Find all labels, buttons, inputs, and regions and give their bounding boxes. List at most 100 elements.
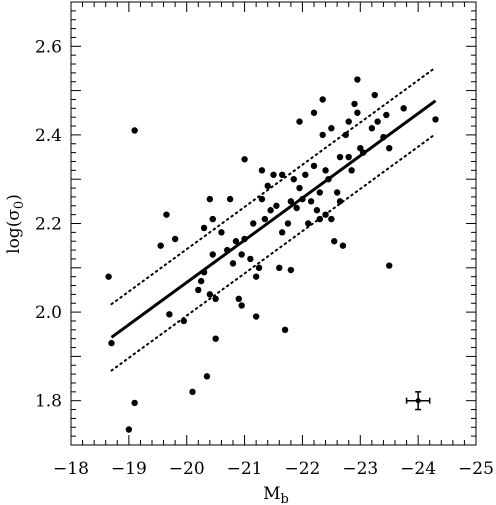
data-point <box>400 105 407 112</box>
data-point <box>331 238 338 245</box>
data-point <box>307 198 315 205</box>
data-point <box>278 171 286 178</box>
data-point <box>166 311 173 318</box>
data-point <box>180 317 188 325</box>
data-point <box>238 302 245 309</box>
data-point <box>270 171 277 178</box>
data-point <box>171 235 179 243</box>
data-point <box>354 109 361 116</box>
lower-bound-line <box>110 133 437 372</box>
data-point <box>293 204 300 212</box>
data-point <box>273 202 280 209</box>
data-point <box>232 238 240 245</box>
error-bar-marker <box>405 391 431 411</box>
data-point <box>276 264 283 271</box>
data-point <box>125 426 133 433</box>
data-point <box>319 96 326 103</box>
data-point <box>226 195 234 203</box>
data-point <box>299 195 306 203</box>
data-point <box>241 156 248 163</box>
data-point <box>252 313 260 320</box>
data-point <box>287 198 295 205</box>
data-point <box>195 286 202 294</box>
y-tick-label: 2.4 <box>35 126 62 146</box>
data-point <box>296 184 303 192</box>
x-axis-label: Mb <box>263 484 289 505</box>
data-point <box>163 211 170 218</box>
data-point <box>206 291 214 298</box>
upper-bound-line <box>110 66 437 306</box>
data-point <box>319 131 326 139</box>
data-point <box>281 326 289 334</box>
data-point <box>333 189 341 196</box>
data-point <box>267 207 274 214</box>
data-point <box>241 235 248 243</box>
data-point <box>383 111 390 119</box>
data-point <box>336 153 344 161</box>
tick-labels: −18 −19 −20 −21 −22 −23 −24 −25 1.8 2.0 2.2 2.4 2.6 <box>35 37 494 479</box>
data-point <box>374 118 381 125</box>
data-point <box>316 215 323 223</box>
data-point <box>255 264 263 271</box>
data-point <box>339 242 347 249</box>
data-point <box>105 273 112 280</box>
data-point <box>229 260 237 267</box>
data-point <box>212 295 219 303</box>
data-point <box>310 162 318 170</box>
data-point <box>258 167 266 174</box>
x-tick-label: −18 <box>53 459 89 479</box>
data-point <box>284 220 292 227</box>
data-point <box>322 211 329 218</box>
x-tick-label: −25 <box>458 459 494 479</box>
y-tick-label: 2.0 <box>35 303 62 323</box>
data-point <box>432 116 439 123</box>
data-point <box>368 125 376 132</box>
data-point <box>258 195 266 203</box>
data-point <box>108 339 115 347</box>
data-point <box>336 198 344 205</box>
data-point <box>209 215 216 223</box>
data-point <box>316 189 323 196</box>
data-point <box>371 91 378 99</box>
data-point <box>218 229 225 236</box>
error-bar-point <box>415 398 421 404</box>
data-point <box>345 118 352 125</box>
data-point <box>305 220 312 227</box>
data-point <box>203 373 211 380</box>
data-point <box>200 224 208 232</box>
data-points <box>105 76 439 433</box>
data-point <box>252 273 260 280</box>
data-point <box>261 215 269 223</box>
axis-ticks <box>70 1 477 446</box>
fit-line <box>110 99 437 339</box>
data-point <box>302 171 309 178</box>
data-point <box>310 109 318 116</box>
y-tick-label: 1.8 <box>35 392 62 412</box>
data-point <box>328 215 335 223</box>
data-point <box>345 153 352 161</box>
data-point <box>131 399 138 407</box>
data-point <box>386 262 393 269</box>
x-tick-label: −21 <box>227 459 263 479</box>
data-point <box>290 176 297 183</box>
data-point <box>131 127 138 134</box>
x-tick-label: −19 <box>111 459 147 479</box>
data-point <box>212 335 219 342</box>
data-point <box>238 251 245 258</box>
data-point <box>209 251 216 258</box>
data-point <box>250 220 257 227</box>
data-point <box>313 207 321 214</box>
data-point <box>235 295 242 303</box>
data-point <box>354 76 361 83</box>
data-point <box>157 242 164 249</box>
plot-frame <box>70 1 477 446</box>
y-tick-label: 2.6 <box>35 37 62 57</box>
data-point <box>206 195 214 203</box>
data-point <box>247 255 254 263</box>
data-point <box>278 229 286 236</box>
data-point <box>264 182 271 190</box>
data-point <box>325 176 332 183</box>
y-axis-label: log(σ0) <box>4 194 27 254</box>
data-point <box>322 167 329 174</box>
